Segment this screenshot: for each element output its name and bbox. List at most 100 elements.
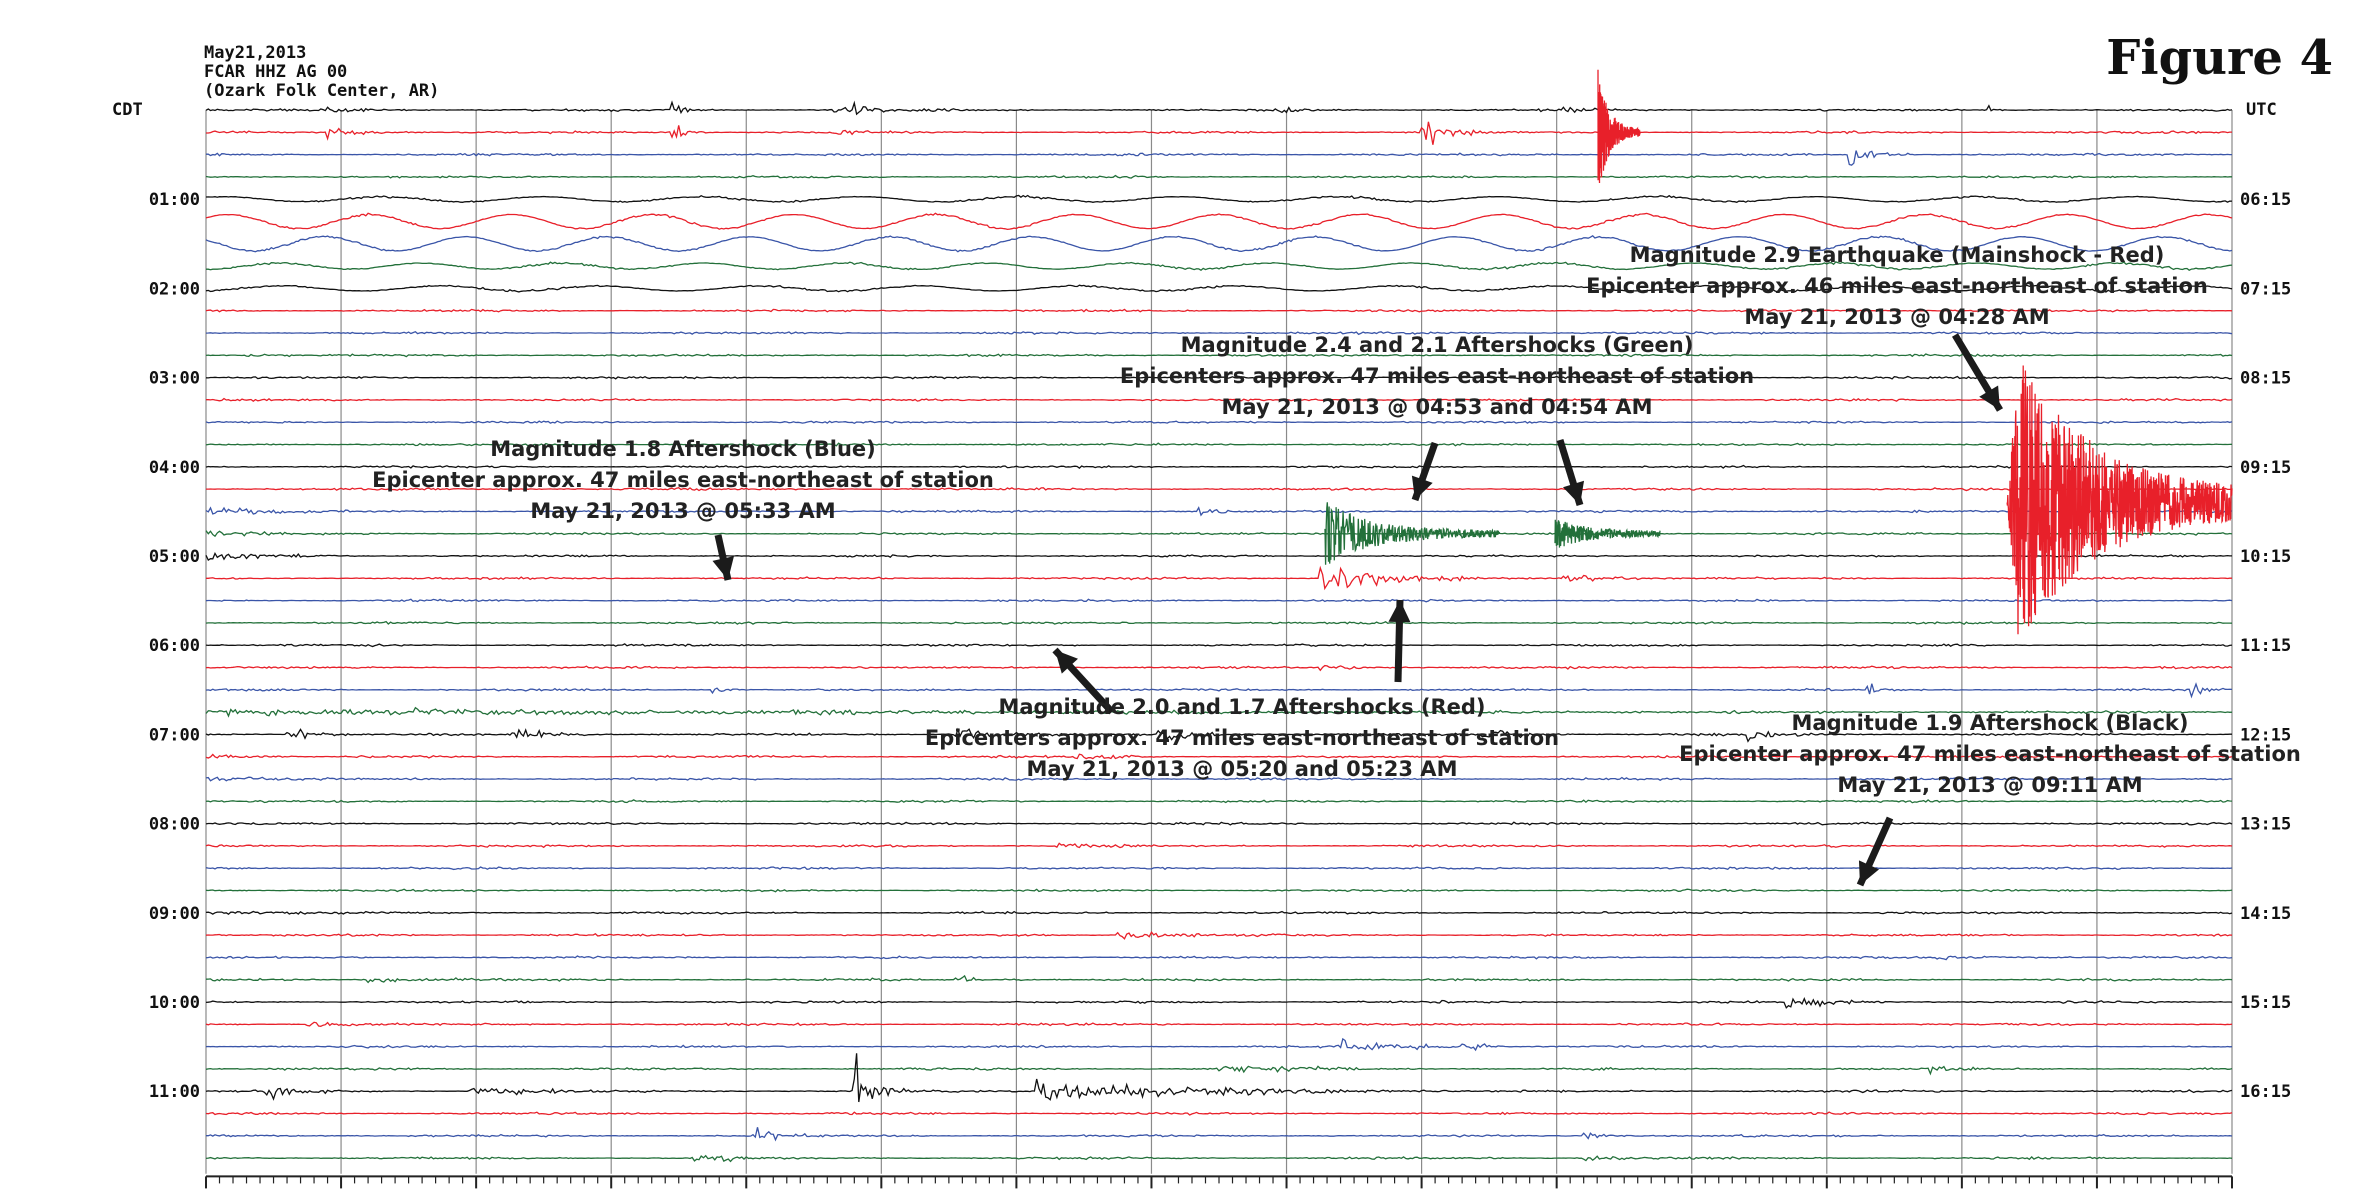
right-hour-label: 13:15	[2240, 815, 2291, 835]
annotation-line: May 21, 2013 @ 09:11 AM	[1837, 773, 2143, 797]
annotation-line: Magnitude 1.9 Aftershock (Black)	[1791, 711, 2189, 735]
annotation-black-aftershock: Magnitude 1.9 Aftershock (Black) Epicente…	[1679, 708, 2301, 801]
trace-black-row	[205, 821, 2233, 826]
annotation-blue-aftershock: Magnitude 1.8 Aftershock (Blue) Epicenter…	[372, 434, 994, 527]
mainshock-trace	[2006, 365, 2233, 635]
trace-blue-row	[206, 150, 2232, 166]
trace-green-row	[205, 442, 2233, 447]
annotation-line: Magnitude 2.4 and 2.1 Aftershocks (Green…	[1180, 333, 1694, 357]
trace-black-row	[205, 643, 2233, 648]
trace-green-row	[205, 530, 2233, 538]
trace-green-row	[205, 174, 2232, 179]
trace-red-row	[205, 931, 2233, 940]
right-hour-label: 10:15	[2240, 547, 2291, 567]
trace-green-row	[205, 974, 2233, 984]
annotation-line: May 21, 2013 @ 05:20 and 05:23 AM	[1026, 757, 1458, 781]
annotation-line: Epicenter approx. 47 miles east-northeas…	[372, 468, 994, 492]
trace-black-row	[205, 1053, 2233, 1103]
left-hour-label: 05:00	[149, 547, 200, 567]
trace-red-row	[205, 212, 2233, 231]
aftershock-2-4-trace	[1324, 502, 1501, 565]
trace-black-row	[205, 194, 2233, 203]
annotation-line: Epicenter approx. 47 miles east-northeas…	[1679, 742, 2301, 766]
blue-aftershock-arrow	[712, 534, 734, 581]
trace-red-row	[205, 842, 2233, 849]
right-hour-label: 12:15	[2240, 725, 2291, 745]
trace-blue-row	[205, 955, 2233, 961]
green-2-4-arrow	[1411, 441, 1439, 502]
tz-right-label: UTC	[2246, 100, 2277, 120]
annotation-line: May 21, 2013 @ 04:28 AM	[1744, 305, 2050, 329]
figure-title: Figure 4	[2106, 30, 2333, 86]
trace-green-row	[206, 261, 2233, 271]
right-hour-label: 08:15	[2240, 369, 2291, 389]
green-2-1-arrow	[1556, 438, 1585, 507]
trace-blue-row	[205, 866, 2233, 871]
annotation-green-aftershocks: Magnitude 2.4 and 2.1 Aftershocks (Green…	[1120, 330, 1754, 423]
trace-black-row	[205, 284, 2233, 293]
trace-blue-row	[205, 506, 2233, 517]
right-hour-label: 14:15	[2240, 904, 2291, 924]
trace-green-row	[205, 353, 2233, 358]
trace-black-row	[205, 100, 2233, 116]
left-hour-label: 04:00	[149, 458, 200, 478]
red-spike-trace	[1597, 69, 1641, 184]
trace-green-row	[205, 799, 2233, 804]
annotation-line: Epicenter approx. 46 miles east-northeas…	[1586, 274, 2208, 298]
annotation-line: Magnitude 2.0 and 1.7 Aftershocks (Red)	[998, 695, 1486, 719]
trace-blue-row	[205, 598, 2233, 603]
trace-black-row	[205, 997, 2233, 1009]
aftershock-2-1-trace	[1554, 519, 1661, 548]
trace-black-row	[205, 551, 2232, 562]
bottom-time-axis	[205, 1175, 2233, 1189]
trace-green-row	[205, 1065, 2233, 1076]
annotation-line: Epicenters approx. 47 miles east-northea…	[1119, 364, 1755, 388]
left-hour-label: 11:00	[149, 1082, 200, 1102]
trace-red-row	[205, 1021, 2233, 1027]
trace-red-row	[205, 664, 2233, 672]
trace-blue-row	[205, 1037, 2233, 1052]
trace-green-row	[205, 620, 2233, 625]
trace-blue-row	[205, 776, 2233, 782]
left-hour-label: 10:00	[149, 993, 200, 1013]
trace-red-row	[206, 397, 2233, 403]
trace-black-row	[205, 375, 2233, 380]
mainshock-arrow	[1951, 333, 2004, 412]
annotation-line: Magnitude 2.9 Earthquake (Mainshock - Re…	[1629, 243, 2165, 267]
trace-green-row	[205, 888, 2233, 893]
mainshock-waveform	[2006, 365, 2233, 635]
trace-black-row	[205, 464, 2233, 469]
right-hour-label: 09:15	[2240, 458, 2291, 478]
left-hour-label: 06:00	[149, 636, 200, 656]
trace-black-row	[205, 727, 2232, 743]
green-aftershock-waveform	[1324, 69, 1661, 565]
trace-green-row	[205, 706, 2233, 718]
tz-left-label: CDT	[112, 100, 143, 120]
trace-green-row	[205, 1154, 2233, 1163]
hour-labels: 01:00 02:00 03:00 04:00 05:00 06:00 07:00 08:00…	[149, 190, 2291, 1102]
event-arrows	[712, 333, 2004, 887]
trace-blue-row	[205, 234, 2233, 253]
trace-black-row	[205, 910, 2233, 916]
header-station: FCAR HHZ AG 00	[204, 62, 348, 82]
header-date: May21,2013	[204, 43, 307, 63]
right-hour-label: 11:15	[2240, 636, 2291, 656]
annotation-line: May 21, 2013 @ 05:33 AM	[530, 499, 836, 523]
left-hour-label: 09:00	[149, 904, 200, 924]
trace-red-row	[205, 1111, 2233, 1116]
annotation-line: Magnitude 1.8 Aftershock (Blue)	[490, 437, 876, 461]
annotation-line: May 21, 2013 @ 04:53 and 04:54 AM	[1221, 395, 1653, 419]
trace-blue-row	[205, 682, 2233, 699]
left-hour-label: 07:00	[149, 725, 200, 745]
trace-red-row	[206, 565, 2232, 591]
trace-blue-row	[205, 420, 2233, 425]
red-aftershock-arrow-right	[1388, 599, 1411, 683]
trace-red-row	[205, 308, 2233, 313]
red-aftershock-arrow-left	[1052, 647, 1115, 715]
trace-blue-row	[205, 330, 2233, 336]
black-aftershock-arrow	[1856, 816, 1894, 887]
header-location: (Ozark Folk Center, AR)	[204, 81, 440, 101]
trace-blue-row	[206, 1127, 2233, 1142]
left-hour-label: 03:00	[149, 369, 200, 389]
